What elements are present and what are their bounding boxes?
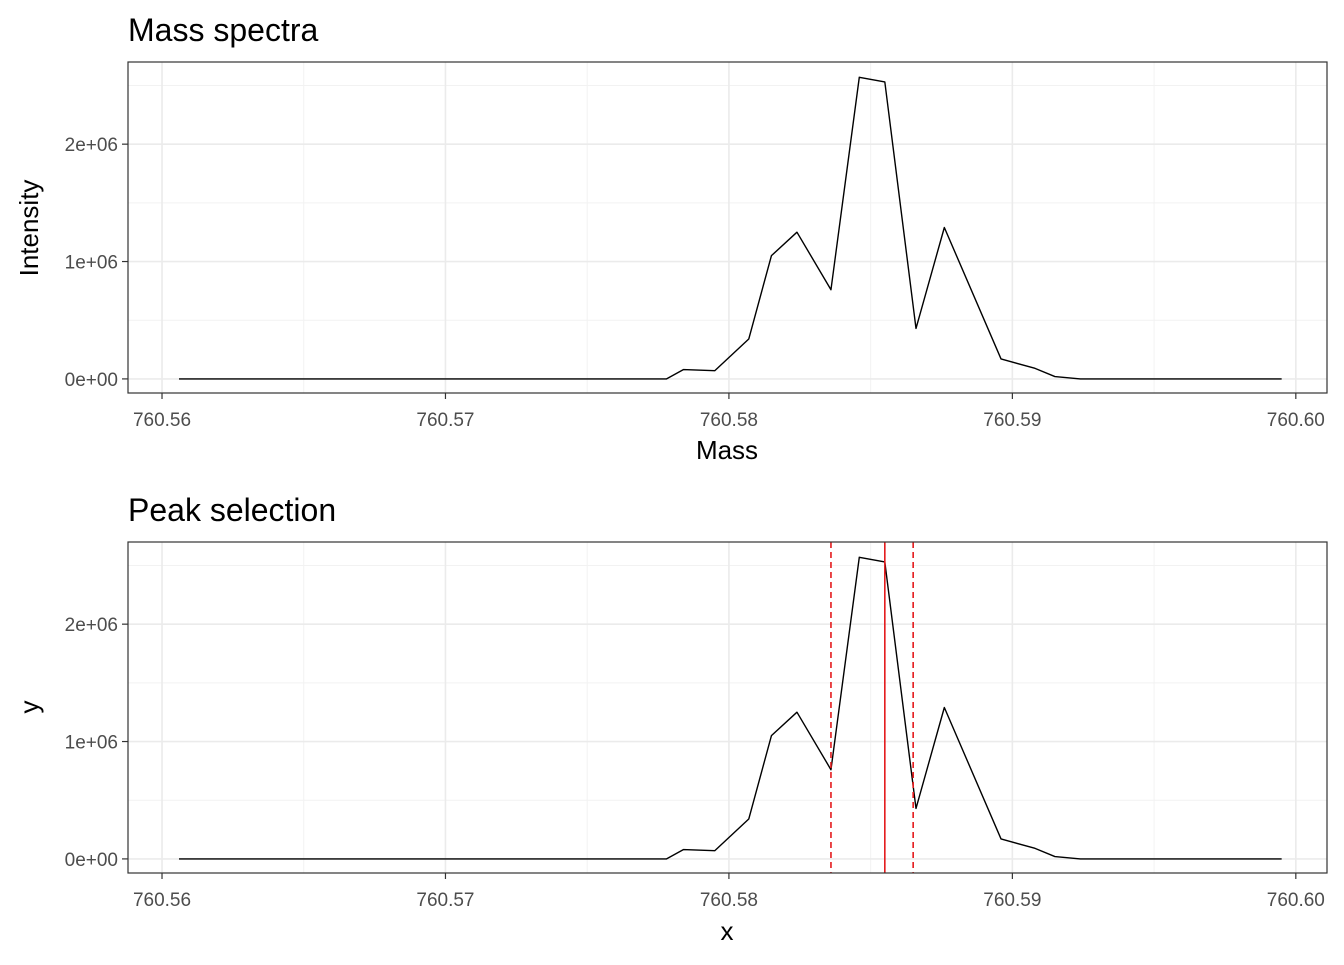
panel-title: Mass spectra	[128, 12, 318, 48]
x-tick-label: 760.57	[416, 890, 474, 911]
y-axis: 0e+00 1e+06 2e+06	[65, 615, 128, 871]
panel-border	[127, 541, 1328, 874]
x-tick-label: 760.56	[133, 410, 191, 431]
x-tick-label: 760.60	[1267, 890, 1325, 911]
panel-peak-selection: Peak selection 760.56 760.57 760.58 760.59 7…	[14, 492, 1328, 946]
x-tick-label: 760.59	[983, 410, 1041, 431]
plot-background	[128, 62, 1327, 393]
y-tick-label: 1e+06	[65, 733, 118, 754]
series-line	[179, 556, 1282, 860]
x-tick-label: 760.57	[416, 410, 474, 431]
y-axis-label: y	[14, 701, 44, 714]
series-line	[179, 76, 1282, 380]
y-tick-label: 1e+06	[65, 253, 118, 274]
panel-mass-spectra: Mass spectra 760.56 760.57 760.58 760.59 760…	[14, 12, 1328, 465]
grid	[128, 542, 1327, 873]
plot-background	[128, 542, 1327, 873]
y-tick-label: 0e+00	[65, 370, 118, 391]
y-tick-label: 2e+06	[65, 135, 118, 156]
panel-border	[127, 61, 1328, 394]
y-tick-label: 2e+06	[65, 615, 118, 636]
x-tick-label: 760.60	[1267, 410, 1325, 431]
x-tick-label: 760.59	[983, 890, 1041, 911]
x-axis: 760.56 760.57 760.58 760.59 760.60	[133, 393, 1325, 431]
x-tick-label: 760.56	[133, 890, 191, 911]
x-axis-label: Mass	[696, 435, 758, 465]
vline-layer	[830, 542, 914, 873]
series-layer	[179, 76, 1282, 380]
y-axis-label: Intensity	[14, 180, 44, 277]
grid	[128, 62, 1327, 393]
x-axis-label: x	[721, 916, 734, 946]
y-tick-label: 0e+00	[65, 850, 118, 871]
y-axis: 0e+00 1e+06 2e+06	[65, 135, 128, 391]
series-layer	[179, 556, 1282, 860]
x-tick-label: 760.58	[700, 410, 758, 431]
x-axis: 760.56 760.57 760.58 760.59 760.60	[133, 873, 1325, 911]
panel-title: Peak selection	[128, 492, 336, 528]
x-tick-label: 760.58	[700, 890, 758, 911]
